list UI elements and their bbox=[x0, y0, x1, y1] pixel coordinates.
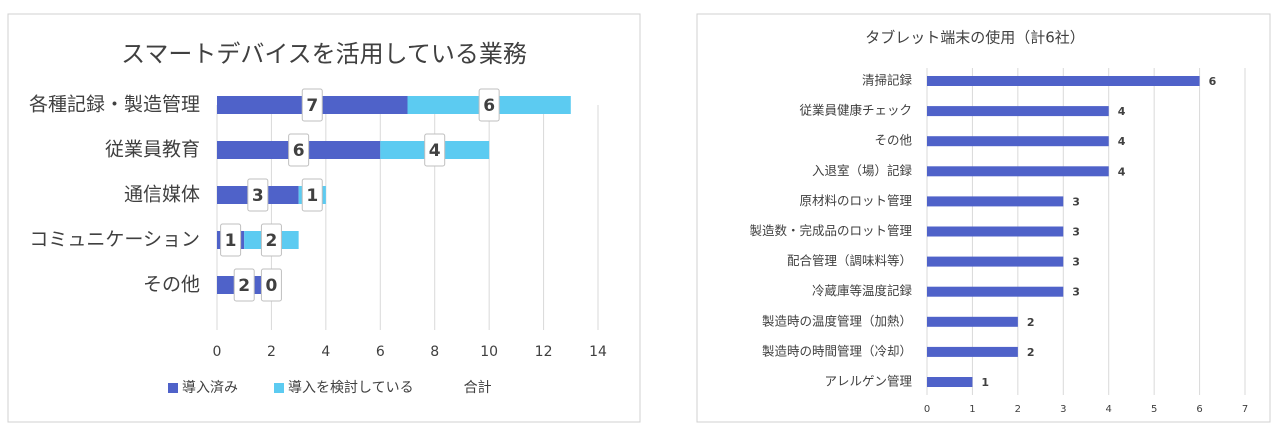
data-label: 3 bbox=[252, 186, 264, 206]
data-label: 1 bbox=[225, 231, 237, 251]
data-label-box bbox=[301, 88, 323, 122]
data-label: 6 bbox=[1209, 75, 1217, 88]
data-label: 1 bbox=[306, 186, 318, 206]
x-tick-label: 6 bbox=[376, 344, 385, 360]
data-label-box bbox=[260, 223, 282, 257]
bar bbox=[927, 226, 1064, 237]
category-label: 入退室（場）記録 bbox=[812, 163, 913, 178]
category-label: 配合管理（調味料等） bbox=[787, 253, 912, 268]
x-tick-label: 8 bbox=[430, 344, 439, 360]
category-label: 製造時の時間管理（冷却） bbox=[762, 343, 912, 358]
category-label: その他 bbox=[143, 274, 200, 296]
data-label: 2 bbox=[266, 231, 278, 251]
x-tick-label: 12 bbox=[535, 344, 553, 360]
bar bbox=[927, 346, 1018, 357]
category-label: 製造時の温度管理（加熱） bbox=[762, 313, 912, 328]
legend-label: 導入済み bbox=[182, 380, 238, 396]
data-label: 3 bbox=[1072, 226, 1080, 239]
total-bar bbox=[217, 276, 271, 294]
data-label-box bbox=[478, 88, 500, 122]
data-label-box bbox=[260, 268, 282, 302]
total-bar bbox=[217, 96, 571, 114]
bar bbox=[927, 76, 1200, 86]
category-label: 清掃記録 bbox=[862, 73, 913, 88]
category-label: 従業員教育 bbox=[105, 139, 200, 161]
data-label: 4 bbox=[1118, 135, 1126, 148]
category-label: 原材料のロット管理 bbox=[799, 193, 912, 208]
data-label-box bbox=[220, 223, 242, 257]
bar bbox=[927, 166, 1109, 177]
data-label: 7 bbox=[306, 96, 318, 116]
legend-label: 合計 bbox=[464, 380, 492, 396]
x-tick-label: 1 bbox=[969, 404, 975, 415]
legend-swatch bbox=[274, 383, 284, 393]
bar bbox=[927, 106, 1109, 117]
bar bbox=[927, 196, 1064, 207]
panel-right bbox=[696, 13, 1271, 423]
x-tick-label: 5 bbox=[1151, 404, 1157, 415]
x-tick-label: 3 bbox=[1060, 404, 1066, 415]
data-label-box bbox=[247, 178, 269, 212]
x-tick-label: 6 bbox=[1196, 404, 1202, 415]
bar bbox=[927, 136, 1109, 147]
category-label: その他 bbox=[874, 133, 912, 148]
legend-swatch bbox=[168, 383, 178, 393]
data-label: 2 bbox=[238, 276, 250, 296]
data-label: 4 bbox=[1118, 105, 1126, 118]
x-tick-label: 7 bbox=[1242, 404, 1248, 415]
data-label: 0 bbox=[266, 276, 278, 296]
data-label: 3 bbox=[1072, 256, 1080, 269]
bar bbox=[927, 256, 1064, 267]
legend-label: 導入を検討している bbox=[288, 380, 414, 396]
data-label-box bbox=[424, 133, 446, 167]
data-label: 6 bbox=[483, 96, 495, 116]
category-label: コミュニケーション bbox=[29, 229, 200, 251]
category-label: 冷蔵庫等温度記録 bbox=[812, 283, 913, 298]
category-label: 製造数・完成品のロット管理 bbox=[749, 223, 912, 238]
x-tick-label: 14 bbox=[589, 344, 607, 360]
x-tick-label: 0 bbox=[924, 404, 930, 415]
total-bar bbox=[217, 231, 299, 249]
category-label: 従業員健康チェック bbox=[799, 103, 912, 118]
total-bar bbox=[217, 186, 326, 204]
data-label: 6 bbox=[293, 141, 305, 161]
chart-title: タブレット端末の使用（計6社） bbox=[865, 29, 1085, 47]
data-label: 4 bbox=[1118, 165, 1126, 178]
bar bbox=[927, 286, 1064, 297]
data-label-box bbox=[288, 133, 310, 167]
x-tick-label: 10 bbox=[480, 344, 498, 360]
data-label: 4 bbox=[429, 141, 441, 161]
x-tick-label: 0 bbox=[213, 344, 222, 360]
chart-title: スマートデバイスを活用している業務 bbox=[121, 40, 527, 68]
x-tick-label: 2 bbox=[1015, 404, 1021, 415]
x-tick-label: 4 bbox=[1106, 404, 1112, 415]
data-label: 2 bbox=[1027, 316, 1035, 329]
data-label: 1 bbox=[981, 376, 989, 389]
total-bar bbox=[217, 141, 489, 159]
bar bbox=[927, 377, 973, 387]
data-label: 3 bbox=[1072, 286, 1080, 299]
category-label: 各種記録・製造管理 bbox=[29, 94, 200, 116]
x-tick-label: 2 bbox=[267, 344, 276, 360]
data-label-box bbox=[233, 268, 255, 302]
category-label: アレルゲン管理 bbox=[824, 374, 912, 389]
data-label: 3 bbox=[1072, 195, 1080, 208]
x-tick-label: 4 bbox=[321, 344, 330, 360]
data-label-box bbox=[301, 178, 323, 212]
data-label: 2 bbox=[1027, 346, 1035, 359]
panel-left bbox=[7, 13, 641, 423]
bar bbox=[927, 316, 1018, 327]
category-label: 通信媒体 bbox=[124, 184, 200, 206]
